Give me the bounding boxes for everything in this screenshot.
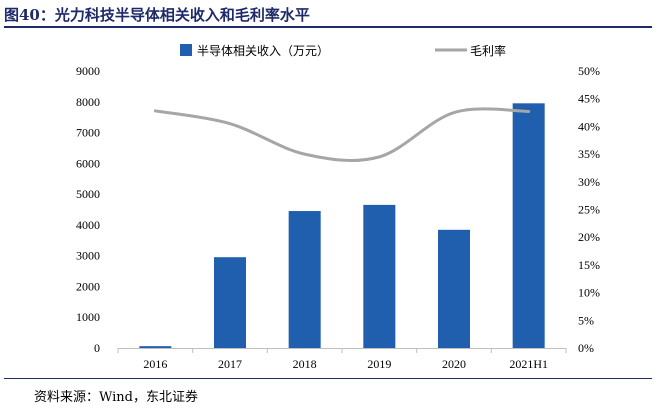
y-right-tick-label: 25% <box>578 203 600 217</box>
source-divider <box>4 378 652 379</box>
bar <box>214 257 246 348</box>
x-tick-label: 2018 <box>293 357 317 371</box>
source-note: 资料来源：Wind，东北证券 <box>34 390 198 405</box>
title-divider <box>4 26 652 28</box>
figure-title: 图40：光力科技半导体相关收入和毛利率水平 <box>4 6 310 24</box>
bar <box>438 229 470 348</box>
y-left-tick-label: 1000 <box>76 310 100 324</box>
y-left-tick-label: 9000 <box>76 64 100 78</box>
bar <box>512 103 545 348</box>
y-right-tick-label: 10% <box>578 286 600 300</box>
y-left-tick-label: 0 <box>94 341 100 355</box>
y-right-tick-label: 5% <box>578 313 594 327</box>
y-right-tick-label: 50% <box>578 64 600 78</box>
legend-line-label: 毛利率 <box>470 43 506 58</box>
y-right-tick-label: 0% <box>578 341 594 355</box>
y-right-tick-label: 20% <box>578 230 600 244</box>
x-tick-label: 2020 <box>442 357 466 371</box>
y-left-tick-label: 4000 <box>76 218 100 232</box>
y-left-tick-label: 5000 <box>76 187 100 201</box>
x-tick-label: 2019 <box>367 357 391 371</box>
x-tick-label: 2021H1 <box>509 357 548 371</box>
y-left-tick-label: 7000 <box>76 126 100 140</box>
y-right-tick-label: 45% <box>578 92 600 106</box>
y-left-tick-label: 6000 <box>76 156 100 170</box>
y-left-tick-label: 3000 <box>76 249 100 263</box>
x-tick-label: 2017 <box>218 357 242 371</box>
y-right-tick-label: 30% <box>578 175 600 189</box>
bar <box>139 346 172 348</box>
chart: 半导体相关收入（万元） 毛利率 0 1000 2000 3000 4000 5000 6000 7… <box>76 43 600 371</box>
y-right-tick-label: 15% <box>578 258 600 272</box>
y-left-tick-label: 8000 <box>76 95 100 109</box>
margin-line <box>153 107 531 162</box>
x-tick-label: 2016 <box>143 357 167 371</box>
legend-bar-swatch <box>180 44 192 56</box>
bar <box>288 211 321 348</box>
y-right-tick-label: 35% <box>578 147 600 161</box>
y-right-tick-label: 40% <box>578 119 600 133</box>
bar <box>363 204 396 348</box>
legend-bar-label: 半导体相关收入（万元） <box>197 44 329 58</box>
y-left-tick-label: 2000 <box>76 279 100 293</box>
